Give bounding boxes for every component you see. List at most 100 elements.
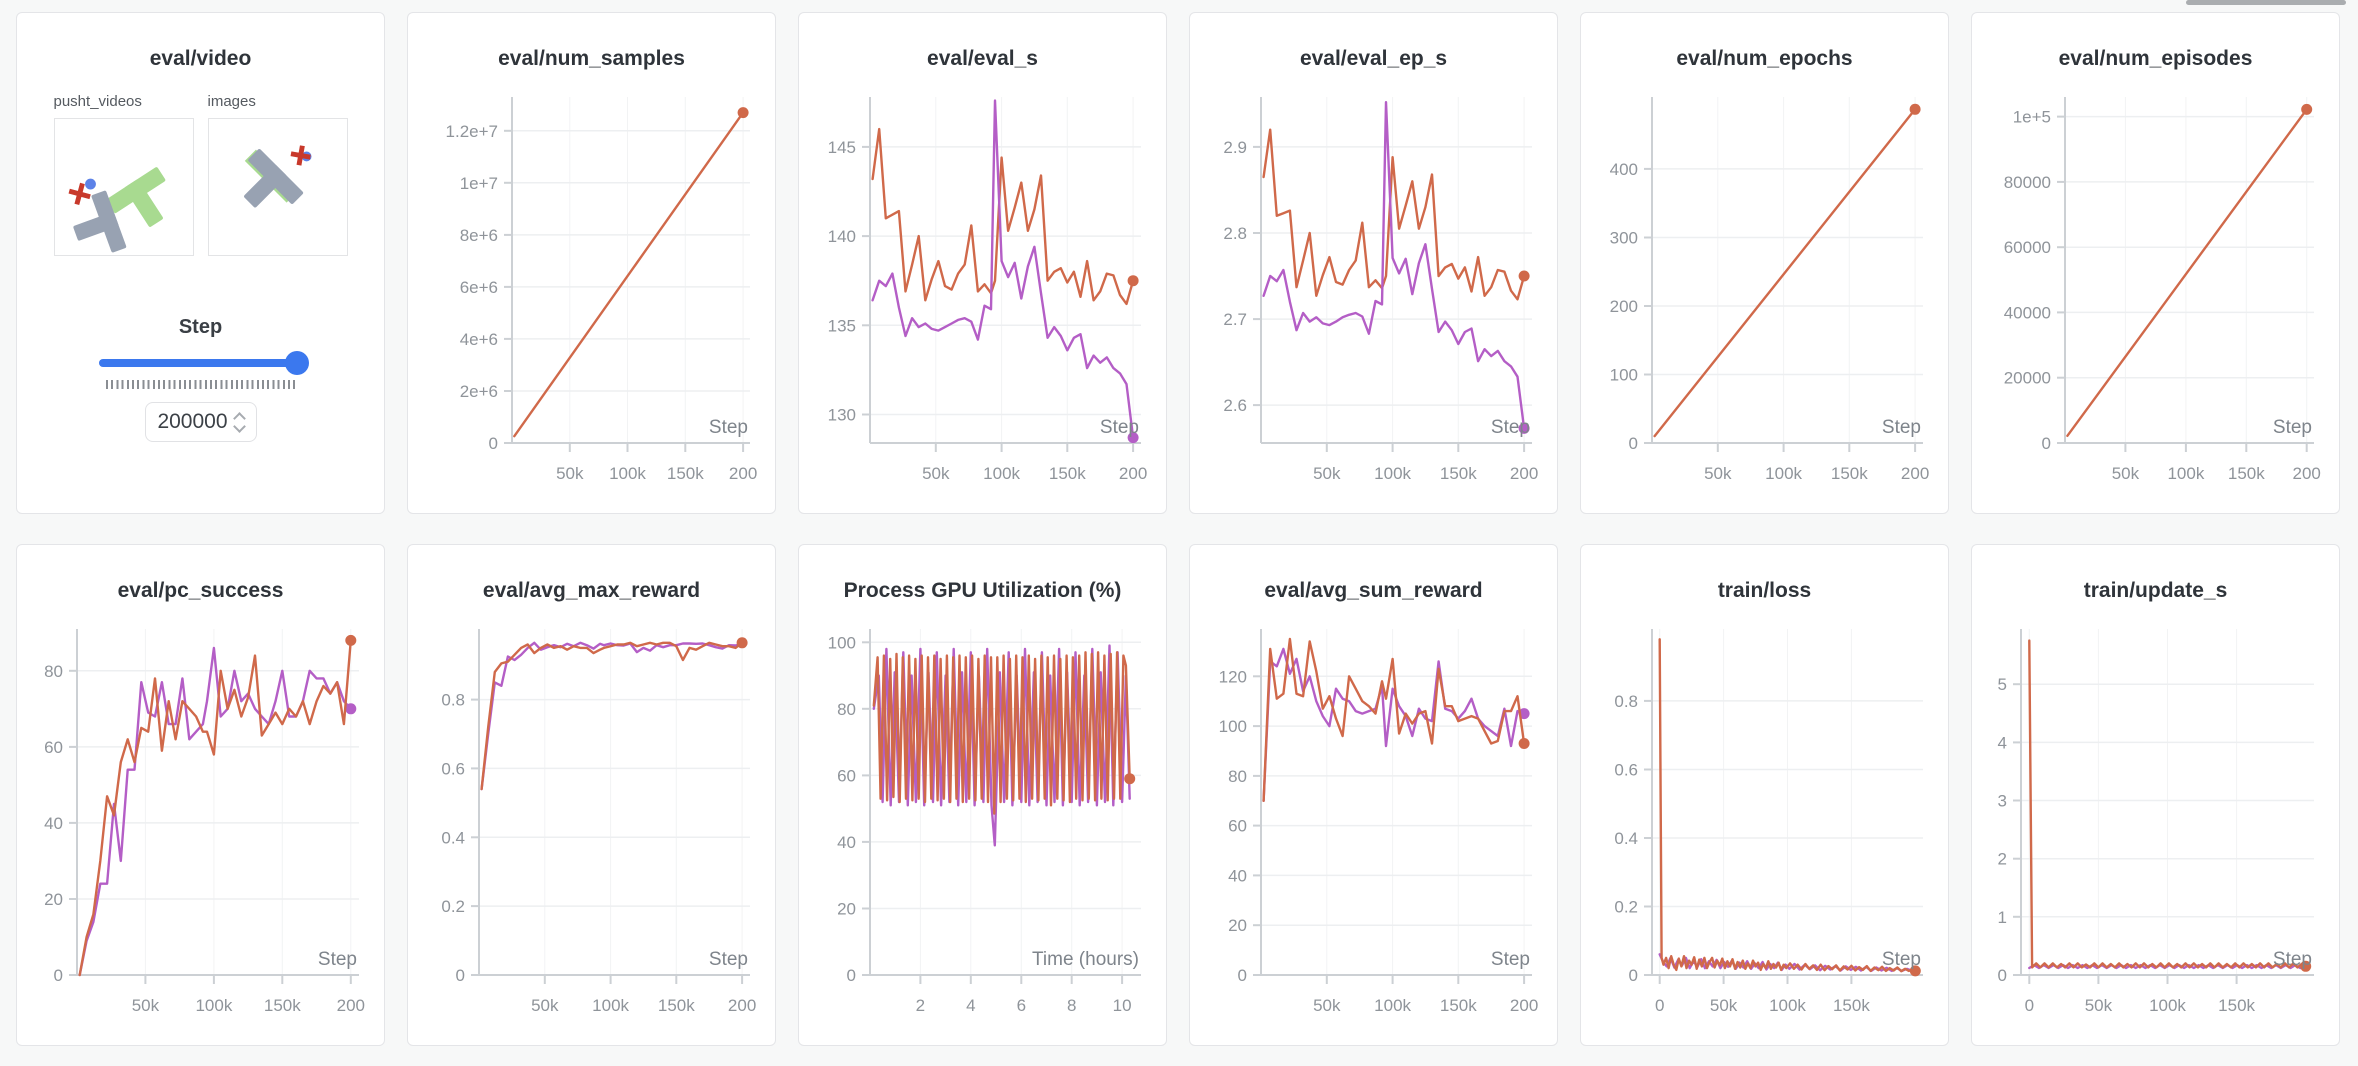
chart-canvas[interactable]: 0 0.2 0.4 0.6 0.8 0 50k 100k 150k Step — [1581, 607, 1949, 1031]
svg-text:50k: 50k — [1313, 464, 1341, 483]
chart-canvas[interactable]: 0 100 200 300 400 50k 100k 150k 200 Step — [1581, 75, 1949, 499]
svg-text:Step: Step — [2273, 949, 2312, 970]
chart-canvas[interactable]: 0 0.2 0.4 0.6 0.8 50k 100k 150k 200 Step — [408, 607, 776, 1031]
chart-panel-eval-num-episodes[interactable]: eval/num_episodes 0 20000 40000 60000 80000 1… — [1971, 12, 2340, 514]
chart-title: train/update_s — [2083, 579, 2228, 602]
stepper-arrows[interactable] — [232, 411, 246, 433]
svg-text:100k: 100k — [592, 996, 629, 1015]
chart-panel-eval-pc-success[interactable]: eval/pc_success 0 20 40 60 80 50k 100k 150k 200 S… — [16, 544, 385, 1046]
chart-panel-eval-avg-sum-reward[interactable]: eval/avg_sum_reward 0 20 40 60 80 100 120 50k 10… — [1189, 544, 1558, 1046]
chart-canvas[interactable]: 2.6 2.7 2.8 2.9 50k 100k 150k 200 Step — [1190, 75, 1558, 499]
chart-title: eval/eval_s — [927, 47, 1038, 70]
svg-text:60: 60 — [837, 766, 856, 785]
svg-text:200: 200 — [729, 464, 757, 483]
step-value-input[interactable]: 200000 — [144, 402, 257, 442]
svg-text:0.8: 0.8 — [441, 691, 465, 710]
svg-text:Step: Step — [1882, 949, 1921, 970]
svg-text:0: 0 — [1629, 434, 1638, 453]
svg-text:50k: 50k — [2085, 996, 2113, 1015]
chart-title: eval/eval_ep_s — [1299, 47, 1448, 70]
images-thumbnail[interactable] — [207, 118, 348, 256]
media-item-pusht-videos[interactable]: pusht_videos — [53, 93, 194, 256]
svg-text:8: 8 — [1067, 996, 1076, 1015]
svg-text:60: 60 — [44, 738, 63, 757]
svg-text:40: 40 — [44, 814, 63, 833]
chart-canvas[interactable]: 130 135 140 145 50k 100k 150k 200 Step — [799, 75, 1167, 499]
svg-text:0.2: 0.2 — [1614, 898, 1638, 917]
chart-canvas[interactable]: 0 20 40 60 80 100 2 4 6 8 10 Time (hours) — [799, 607, 1167, 1031]
svg-text:150k: 150k — [667, 464, 704, 483]
svg-text:50k: 50k — [1704, 464, 1732, 483]
svg-text:100k: 100k — [2149, 996, 2186, 1015]
chevron-down-icon[interactable] — [232, 419, 246, 433]
step-slider[interactable] — [98, 351, 309, 375]
chart-canvas[interactable]: 0 20000 40000 60000 80000 1e+5 50k 100k 150k 200 S… — [1972, 75, 2340, 499]
svg-text:200: 200 — [1119, 464, 1147, 483]
svg-text:100k: 100k — [983, 464, 1020, 483]
media-panel-eval-video[interactable]: eval/video pusht_videos — [16, 12, 385, 514]
svg-text:100k: 100k — [609, 464, 646, 483]
chart-title: eval/num_epochs — [1676, 47, 1853, 70]
svg-text:20: 20 — [837, 900, 856, 919]
svg-text:40000: 40000 — [2004, 303, 2051, 322]
svg-text:0: 0 — [1655, 996, 1664, 1015]
svg-text:2.9: 2.9 — [1223, 138, 1247, 157]
chart-panel-process-gpu-utilization[interactable]: Process GPU Utilization (%) 0 20 40 60 80 100… — [798, 544, 1167, 1046]
svg-text:200: 200 — [1510, 996, 1538, 1015]
chart-title: eval/pc_success — [117, 579, 284, 602]
chart-panel-eval-num-epochs[interactable]: eval/num_epochs 0 100 200 300 400 50k 100k 150k… — [1580, 12, 1949, 514]
svg-text:100k: 100k — [1374, 464, 1411, 483]
chart-title: Process GPU Utilization (%) — [843, 579, 1122, 602]
svg-text:0: 0 — [54, 966, 63, 985]
goal-cross-icon — [68, 182, 91, 206]
svg-text:100k: 100k — [1769, 996, 1806, 1015]
svg-text:1.2e+7: 1.2e+7 — [446, 122, 498, 141]
svg-text:0.4: 0.4 — [441, 828, 465, 847]
chart-panel-eval-eval-s[interactable]: eval/eval_s 130 135 140 145 50k 100k 150k 200 St… — [798, 12, 1167, 514]
chart-panel-train-update-s[interactable]: train/update_s 0 1 2 3 4 5 0 50k 100k 150k Step — [1971, 544, 2340, 1046]
svg-text:Step: Step — [1100, 417, 1139, 438]
chart-title: eval/num_samples — [498, 47, 685, 70]
media-item-images[interactable]: images — [207, 93, 348, 256]
svg-text:200: 200 — [728, 996, 756, 1015]
pusht-videos-thumbnail[interactable] — [53, 118, 194, 256]
svg-text:0.8: 0.8 — [1614, 692, 1638, 711]
svg-text:400: 400 — [1610, 160, 1638, 179]
svg-text:40: 40 — [1228, 866, 1247, 885]
chart-panel-eval-avg-max-reward[interactable]: eval/avg_max_reward 0 0.2 0.4 0.6 0.8 50k 100k… — [407, 544, 776, 1046]
svg-text:1: 1 — [1998, 908, 2007, 927]
horizontal-scrollbar-thumb[interactable] — [2186, 0, 2346, 5]
slider-track[interactable] — [98, 359, 303, 367]
slider-thumb[interactable] — [284, 351, 309, 375]
svg-text:100k: 100k — [1374, 996, 1411, 1015]
svg-text:100k: 100k — [2167, 464, 2204, 483]
media-label: pusht_videos — [53, 93, 142, 110]
svg-text:20: 20 — [44, 890, 63, 909]
svg-text:20000: 20000 — [2004, 369, 2051, 388]
agent-dot — [84, 178, 96, 190]
chart-canvas[interactable]: 0 1 2 3 4 5 0 50k 100k 150k Step — [1972, 607, 2340, 1031]
chart-canvas[interactable]: 0 2e+6 4e+6 6e+6 8e+6 1e+7 1.2e+7 50k 100k 150k 20… — [408, 75, 776, 499]
panel-title: eval/video — [149, 47, 252, 70]
svg-text:0: 0 — [847, 966, 856, 985]
chart-canvas[interactable]: 0 20 40 60 80 100 120 50k 100k 150k 200 Step — [1190, 607, 1558, 1031]
svg-text:200: 200 — [1610, 297, 1638, 316]
svg-text:50k: 50k — [132, 996, 160, 1015]
svg-text:100: 100 — [1219, 717, 1247, 736]
svg-text:2.7: 2.7 — [1223, 310, 1247, 329]
svg-text:150k: 150k — [1831, 464, 1868, 483]
chart-panel-train-loss[interactable]: train/loss 0 0.2 0.4 0.6 0.8 0 50k 100k 150k Step — [1580, 544, 1949, 1046]
chart-title: eval/avg_sum_reward — [1264, 579, 1483, 602]
svg-text:Step: Step — [709, 417, 748, 438]
svg-text:150k: 150k — [2228, 464, 2265, 483]
svg-text:200: 200 — [2293, 464, 2321, 483]
chart-panel-eval-num-samples[interactable]: eval/num_samples 0 2e+6 4e+6 6e+6 8e+6 1e+7 1.… — [407, 12, 776, 514]
chart-panel-eval-eval-ep-s[interactable]: eval/eval_ep_s 2.6 2.7 2.8 2.9 50k 100k 150k 20… — [1189, 12, 1558, 514]
svg-text:150k: 150k — [1440, 464, 1477, 483]
svg-text:4: 4 — [966, 996, 975, 1015]
chart-canvas[interactable]: 0 20 40 60 80 50k 100k 150k 200 Step — [17, 607, 385, 1031]
chart-title: train/loss — [1717, 579, 1812, 602]
slider-tick-marks — [105, 380, 296, 389]
svg-text:40: 40 — [837, 833, 856, 852]
svg-text:60000: 60000 — [2004, 238, 2051, 257]
